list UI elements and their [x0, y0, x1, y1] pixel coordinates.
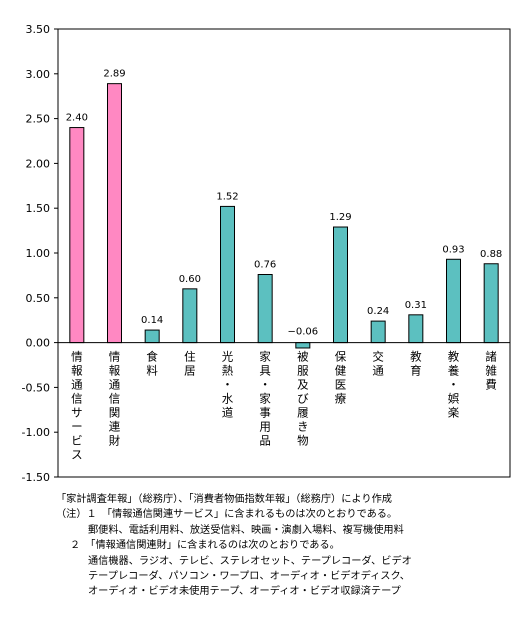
source-note: 「家計調査年報」（総務庁）、「消費者物価指数年報」（総務庁）により作成 — [56, 494, 392, 505]
note-1-heading: （注）１ 「情報通信関連サービス」に含まれるものは次のとおりである。 — [56, 509, 398, 521]
category-label: 住居 — [184, 349, 196, 377]
value-label: 0.24 — [367, 306, 389, 317]
y-tick-label: 0.50 — [26, 292, 51, 305]
bar-chart: 3.50 3.00 2.50 2.00 1.50 1.00 0.50 0.00 -0.50 -1.… — [22, 23, 511, 484]
value-label: 0.76 — [254, 260, 276, 271]
note-2-body-line-1: 通信機器、ラジオ、テレビ、ステレオセット、テープレコーダ、ビデオ — [88, 555, 412, 567]
category-label: 情報通信サービス — [71, 349, 83, 461]
note-2-body-line-3: オーディオ・ビデオ未使用テープ、オーディオ・ビデオ収録済テープ — [88, 586, 401, 598]
footnotes: 「家計調査年報」（総務庁）、「消費者物価指数年報」（総務庁）により作成 （注）１… — [56, 492, 526, 600]
y-tick-label: 2.00 — [26, 157, 51, 170]
y-tick-label: 3.50 — [26, 23, 51, 36]
note-2-body-line-2: テープレコーダ、パソコン・ワープロ、オーディオ・ビデオディスク、 — [88, 571, 410, 583]
y-tick-label: 3.00 — [26, 68, 51, 81]
category-label: 被服及び履き物 — [297, 349, 309, 447]
category-label: 教育 — [410, 349, 422, 377]
value-label: 0.60 — [179, 274, 201, 285]
value-label: 0.88 — [480, 249, 502, 260]
bar — [182, 288, 198, 344]
note-1-body: 郵便料、電話利用料、放送受信料、映画・演劇入場料、複写機使用料 — [88, 524, 404, 536]
y-tick-label: 1.00 — [26, 247, 51, 260]
category-label: 光熱・水道 — [222, 349, 234, 419]
category-label: 保健医療 — [335, 349, 347, 405]
value-label: 1.52 — [216, 191, 238, 202]
value-label: −0.06 — [288, 327, 319, 338]
plot-area — [57, 28, 511, 478]
bar — [295, 342, 311, 349]
bar — [69, 127, 85, 344]
y-tick-label: 1.50 — [26, 202, 51, 215]
category-label: 家具・家事用品 — [259, 349, 271, 447]
bar — [144, 329, 160, 344]
bar — [333, 226, 348, 344]
y-tick-label: -1.00 — [22, 426, 50, 439]
value-label: 0.14 — [141, 315, 163, 326]
category-label: 食料 — [146, 349, 158, 377]
category-label: 情報通信関連財 — [109, 349, 121, 447]
value-label: 2.40 — [66, 113, 88, 124]
category-label: 諸雑費 — [485, 349, 497, 391]
bar — [107, 83, 122, 344]
value-label: 0.93 — [442, 244, 464, 255]
y-axis: 3.50 3.00 2.50 2.00 1.50 1.00 0.50 0.00 -0.50 -1.… — [22, 23, 58, 484]
y-tick-label: 2.50 — [26, 113, 51, 126]
category-label: 交通 — [372, 349, 384, 377]
note-2-heading: ２ 「情報通信関連財」に含まれるのは次のとおりである。 — [70, 540, 340, 552]
bar — [483, 263, 499, 344]
y-tick-label: -0.50 — [22, 381, 50, 394]
y-tick-label: 0.00 — [26, 337, 51, 350]
y-tick-label: -1.50 — [22, 471, 50, 484]
category-label: 教養・娯楽 — [448, 349, 460, 419]
bar — [220, 205, 235, 344]
bar — [370, 320, 386, 344]
bar — [257, 274, 273, 344]
value-label: 2.89 — [103, 69, 125, 80]
value-label: 0.31 — [405, 300, 427, 311]
bar — [408, 314, 424, 344]
value-label: 1.29 — [329, 212, 351, 223]
bar — [446, 258, 461, 344]
value-labels: 2.40 2.89 0.14 0.60 1.52 0.76 −0.06 1.29 0.24 0.3… — [66, 69, 503, 338]
